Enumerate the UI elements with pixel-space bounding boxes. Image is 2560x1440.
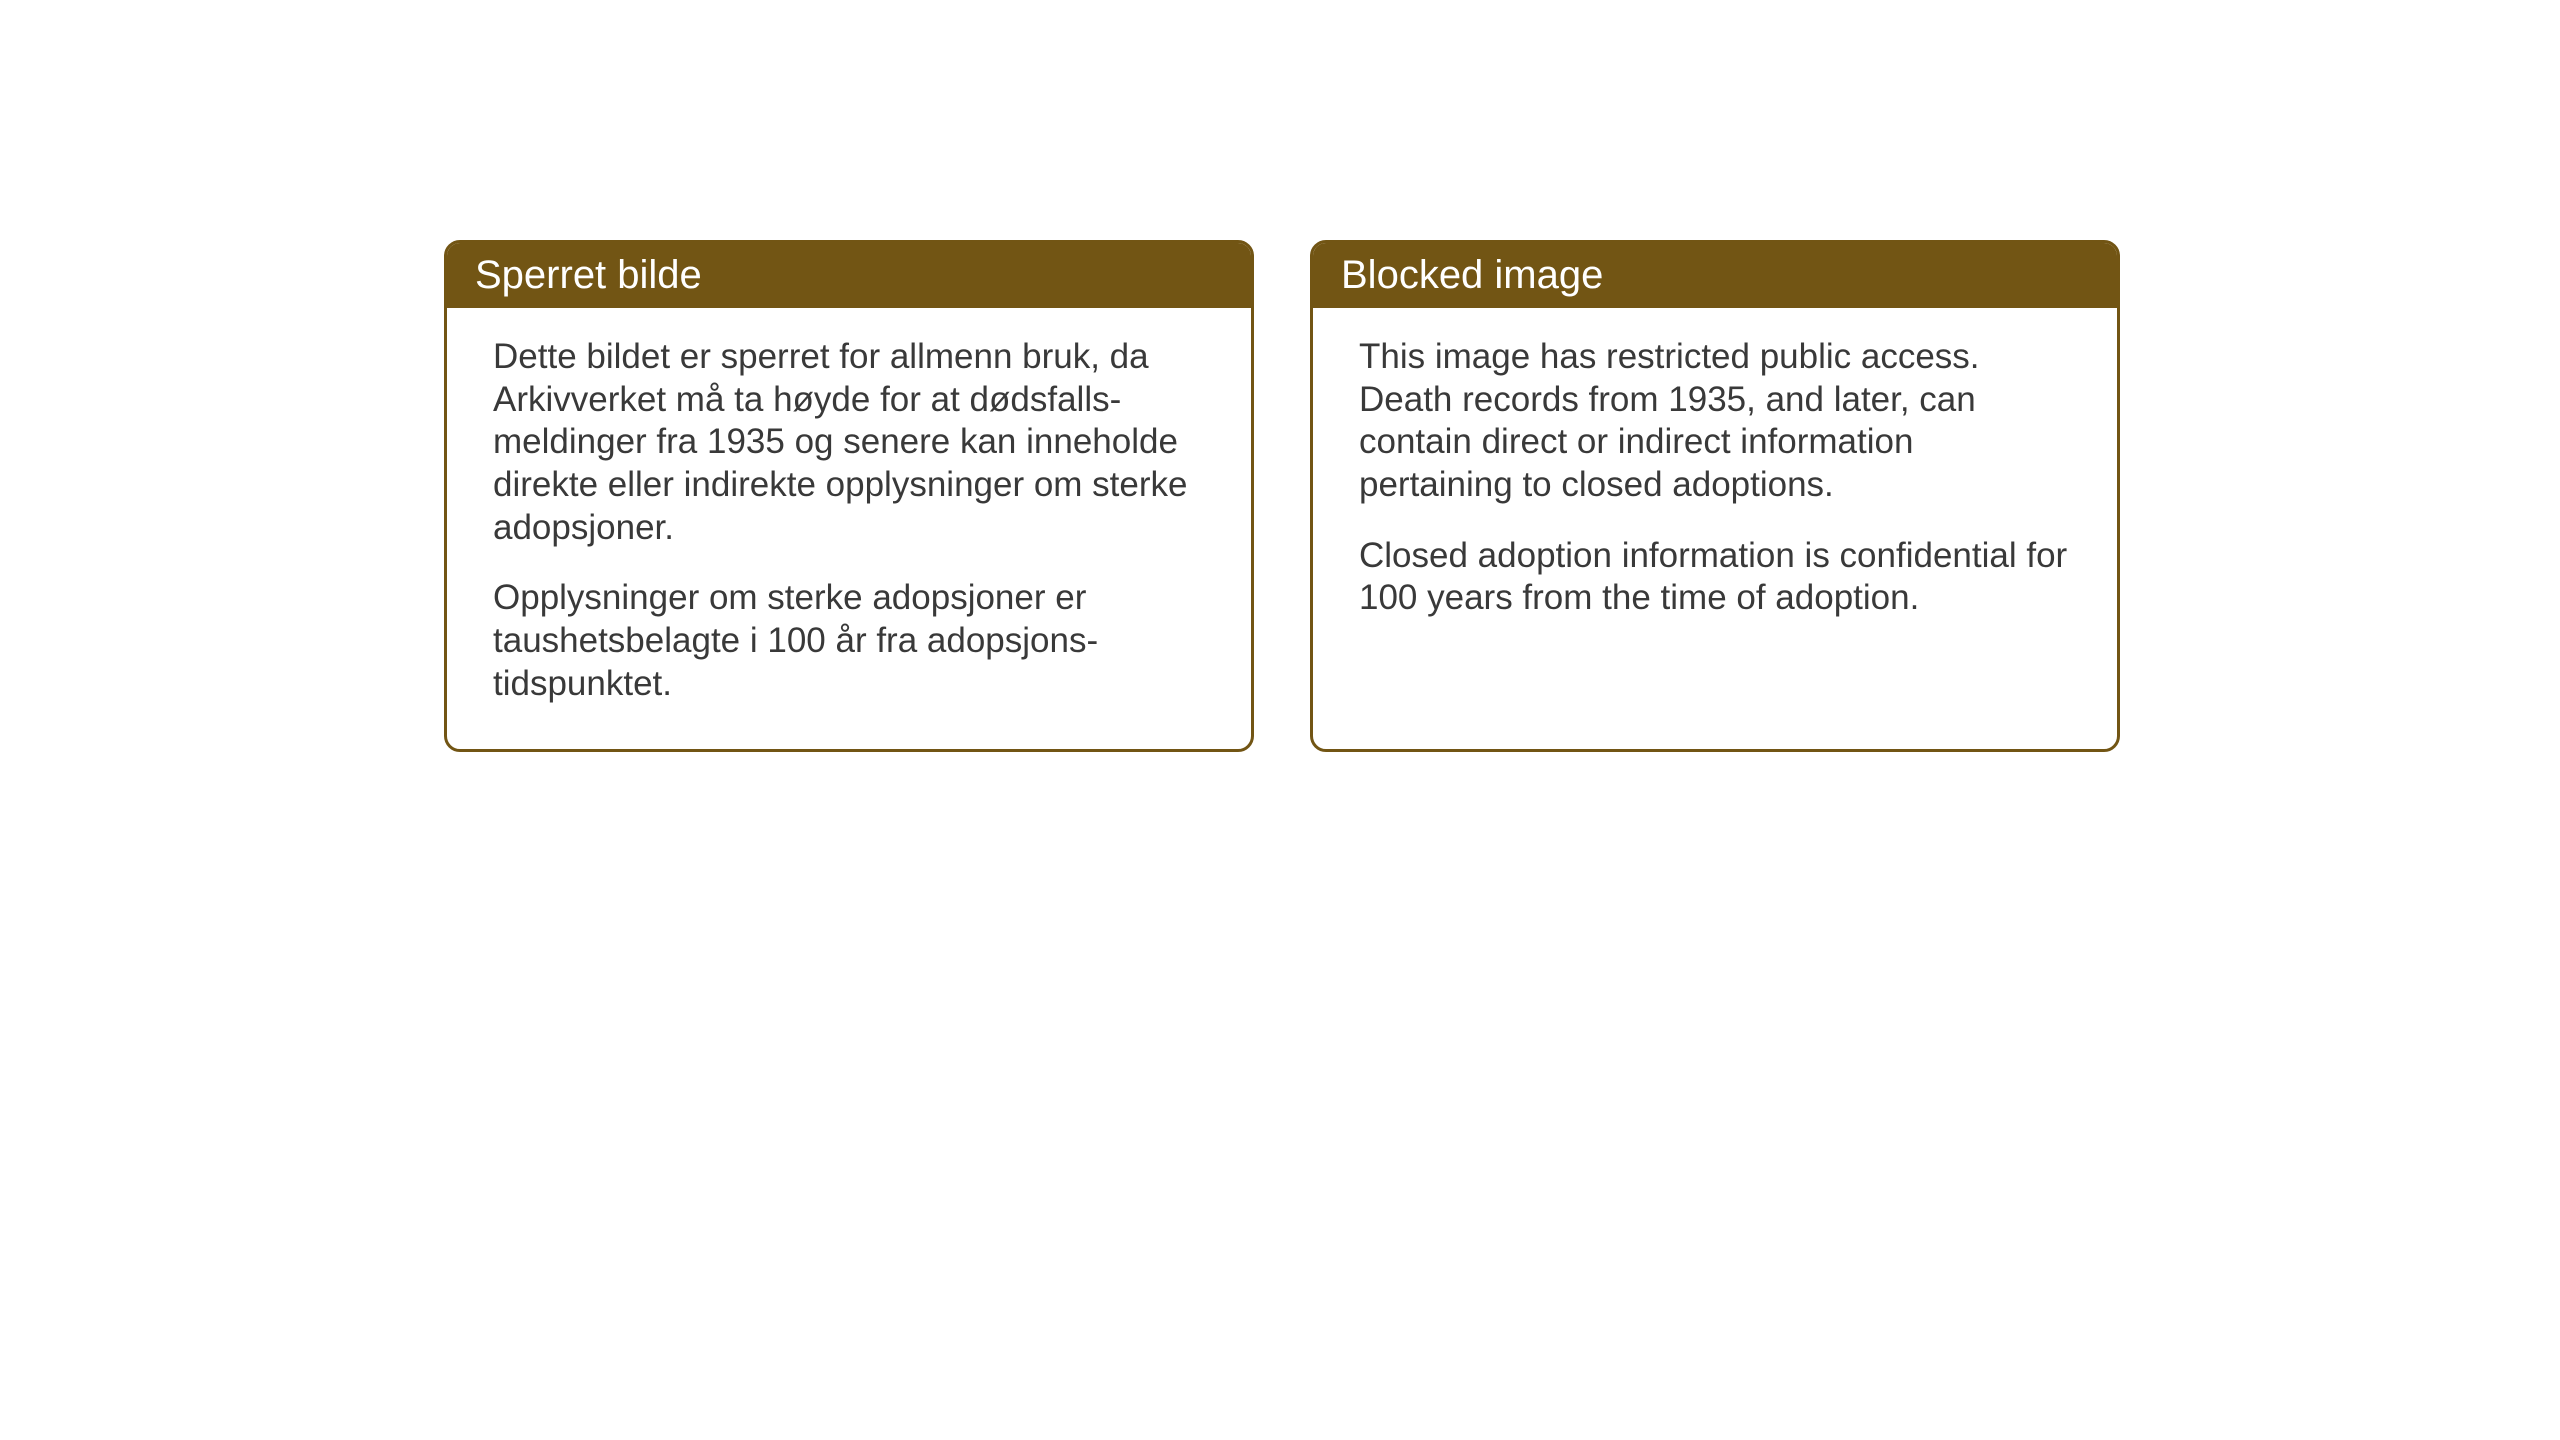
notice-body-norwegian: Dette bildet er sperret for allmenn bruk… [447,308,1251,746]
notice-box-norwegian: Sperret bilde Dette bildet er sperret fo… [444,240,1254,752]
notice-box-english: Blocked image This image has restricted … [1310,240,2120,752]
notice-paragraph-2-english: Closed adoption information is confident… [1359,535,2071,620]
notice-body-english: This image has restricted public access.… [1313,308,2117,660]
notice-paragraph-1-norwegian: Dette bildet er sperret for allmenn bruk… [493,336,1205,549]
notice-header-english: Blocked image [1313,243,2117,308]
notice-title-norwegian: Sperret bilde [475,253,702,297]
notice-container: Sperret bilde Dette bildet er sperret fo… [444,240,2120,752]
notice-paragraph-2-norwegian: Opplysninger om sterke adopsjoner er tau… [493,577,1205,705]
notice-header-norwegian: Sperret bilde [447,243,1251,308]
notice-paragraph-1-english: This image has restricted public access.… [1359,336,2071,507]
notice-title-english: Blocked image [1341,253,1603,297]
